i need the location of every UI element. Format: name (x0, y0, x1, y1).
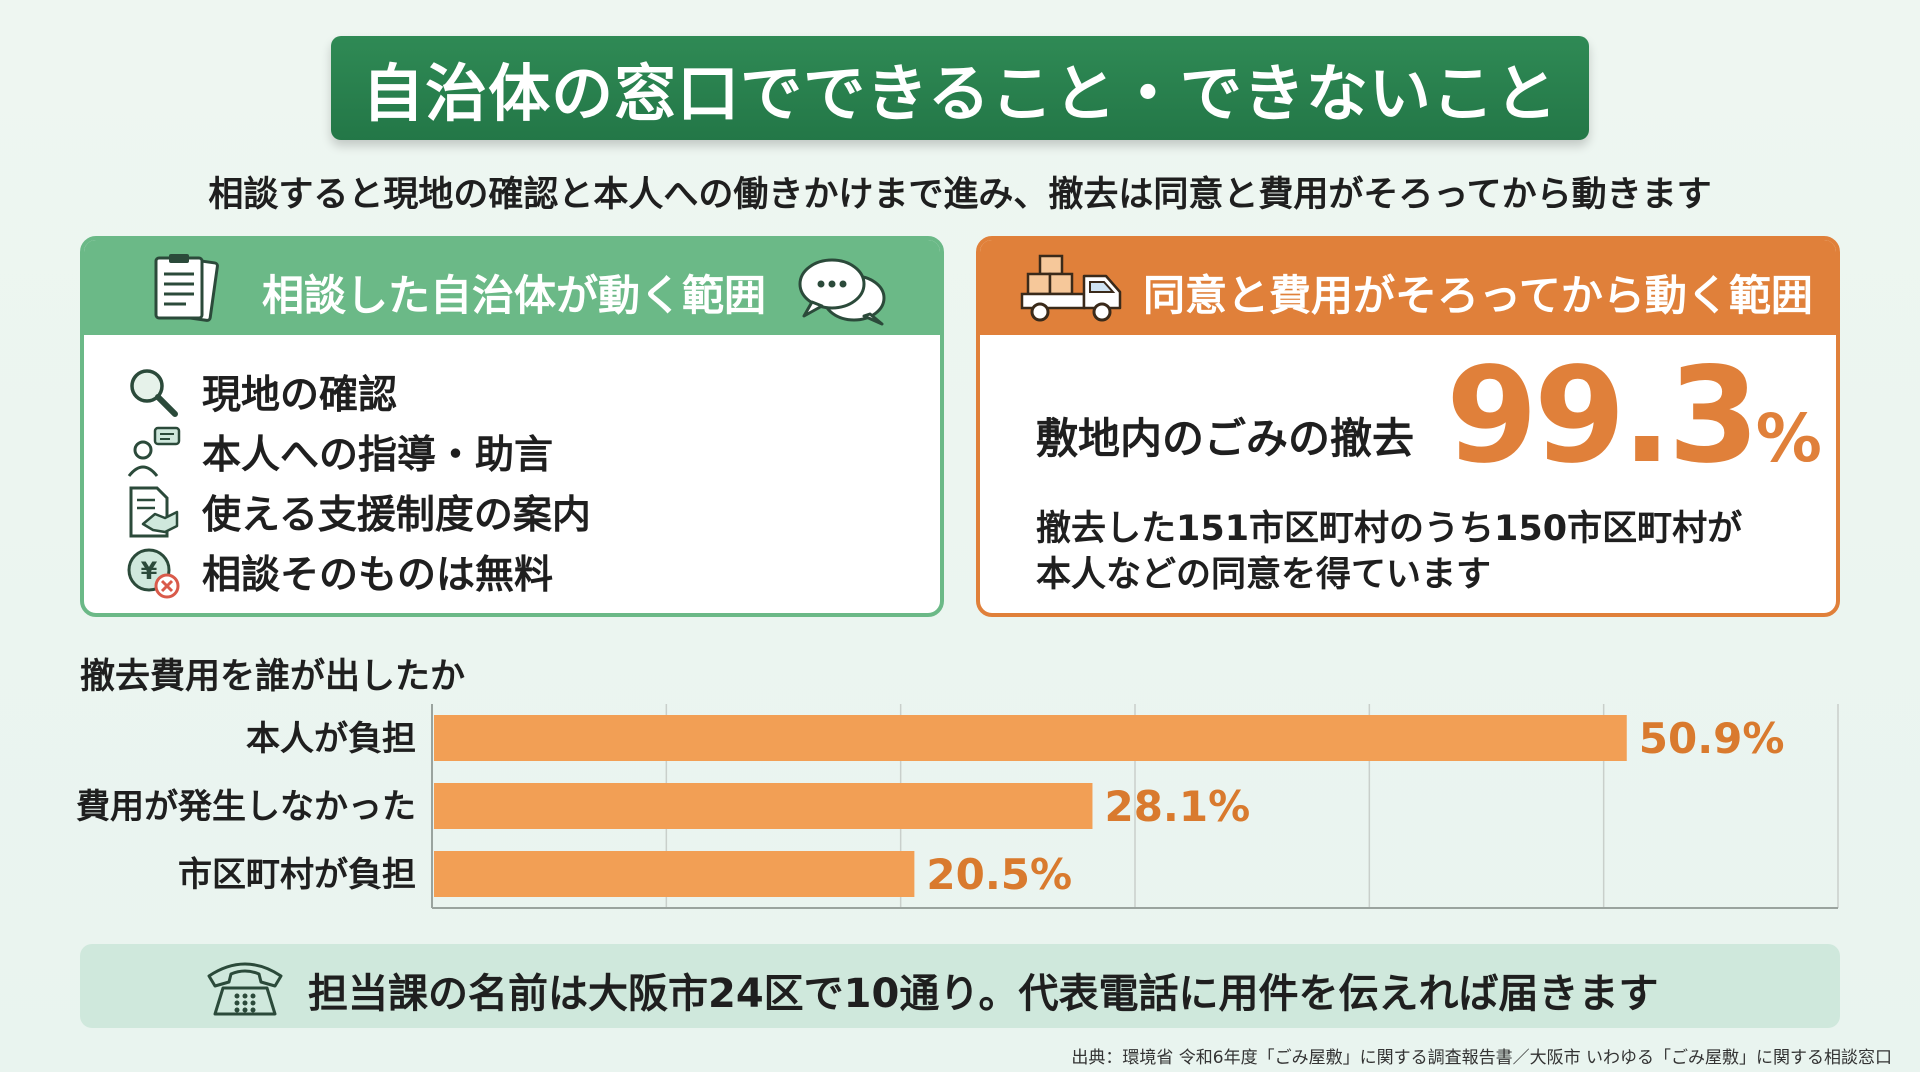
clipboard-icon (142, 252, 232, 334)
list-item-label: 使える支援制度の案内 (202, 493, 591, 538)
stat-value: 99.3% (1446, 350, 1822, 482)
list-item: ¥ 相談そのものは無料 (124, 542, 591, 602)
person-speech-icon (124, 423, 182, 481)
truck-boxes-icon (1018, 252, 1128, 336)
chart-title: 撤去費用を誰が出したか (80, 657, 466, 697)
page-title: 自治体の窓口でできること・できないこと (331, 36, 1589, 140)
municipal-scope-heading: 相談した自治体が動く範囲 (262, 271, 767, 320)
page-subtitle: 相談すると現地の確認と本人への働きかけまで進み、撤去は同意と費用がそろってから動… (208, 175, 1712, 215)
list-item: 使える支援制度の案内 (124, 482, 591, 542)
consent-scope-card: 同意と費用がそろってから動く範囲 敷地内のごみの撤去 99.3% 撤去した151… (976, 236, 1840, 617)
category-label: 市区町村が負担 (178, 855, 416, 895)
contact-banner: 担当課の名前は大阪市24区で10通り。代表電話に用件を伝えれば届きます (80, 944, 1840, 1028)
category-label: 本人が負担 (246, 719, 416, 759)
bar (434, 851, 915, 897)
bar (434, 783, 1093, 829)
consent-scope-header: 同意と費用がそろってから動く範囲 (980, 240, 1836, 335)
value-label: 50.9% (1639, 714, 1785, 763)
municipal-scope-card: 相談した自治体が動く範囲 現地の確認 (80, 236, 944, 617)
value-label: 20.5% (926, 850, 1072, 899)
stat-number: 99.3 (1446, 339, 1760, 493)
magnifier-icon (124, 363, 182, 421)
stat-note: 撤去した151市区町村のうち150市区町村が 本人などの同意を得ています (1036, 506, 1742, 598)
list-item-label: 本人への指導・助言 (202, 433, 554, 478)
municipal-scope-list: 現地の確認 本人への指導・助言 (124, 362, 591, 602)
list-item: 本人への指導・助言 (124, 422, 591, 482)
municipal-scope-header: 相談した自治体が動く範囲 (84, 240, 940, 335)
yen-free-icon: ¥ (124, 543, 182, 601)
category-label: 費用が発生しなかった (76, 787, 416, 827)
list-item-label: 現地の確認 (202, 373, 398, 418)
bar (434, 715, 1627, 761)
cost-bar-chart: 本人が負担 50.9% 費用が発生しなかった 28.1% 市区町村が負担 20.5% (76, 704, 1839, 909)
contact-banner-text: 担当課の名前は大阪市24区で10通り。代表電話に用件を伝えれば届きます (308, 971, 1659, 1017)
source-note: 出典：環境省 令和6年度「ごみ屋敷」に関する調査報告書／大阪市 いわゆる「ごみ屋… (1071, 1048, 1892, 1068)
stat-label: 敷地内のごみの撤去 (1036, 414, 1415, 463)
stat-unit: % (1755, 400, 1822, 477)
value-label: 28.1% (1104, 782, 1250, 831)
stat-note-line: 本人などの同意を得ています (1036, 555, 1492, 595)
stat-note-line: 撤去した151市区町村のうち150市区町村が (1036, 509, 1743, 549)
svg-text:¥: ¥ (141, 557, 158, 585)
consent-scope-heading: 同意と費用がそろってから動く範囲 (1143, 271, 1813, 320)
list-item-label: 相談そのものは無料 (202, 553, 554, 598)
handshake-document-icon (124, 483, 182, 541)
chat-bubble-icon (794, 254, 890, 338)
list-item: 現地の確認 (124, 362, 591, 422)
telephone-icon (205, 954, 285, 1030)
